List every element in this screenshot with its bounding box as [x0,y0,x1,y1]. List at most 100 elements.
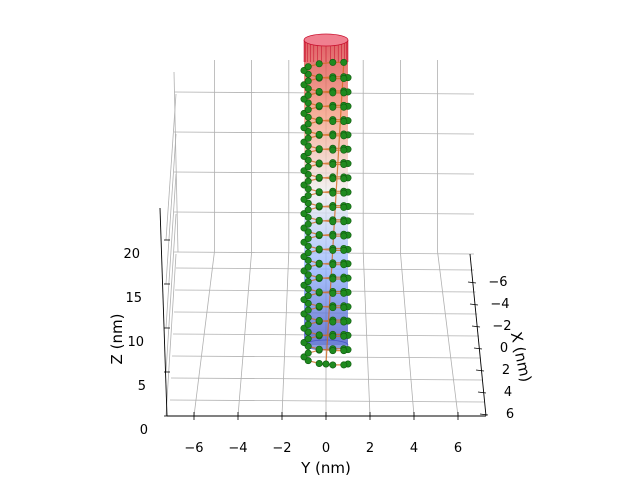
helix-point [315,345,323,353]
helix-point [340,175,348,183]
helix-point [304,206,312,214]
helix-point [304,120,312,128]
helix-point [304,91,312,99]
x-tick-label: 2 [502,363,510,378]
z-tick-label: 5 [138,379,146,394]
helix-point [304,106,312,114]
helix-points [300,58,352,369]
x-axis-label: X (nm) [507,330,535,384]
floor-gridline-x [169,399,485,403]
left-wall-gridline [165,173,177,329]
z-tick-label: 10 [127,335,144,350]
helix-point [329,75,337,83]
helix-point [340,261,348,269]
helix-point [329,289,337,297]
x-axis-ticks: −6 −4 −2 0 2 4 6 [467,275,514,422]
helix-point [329,361,337,369]
helix-point [329,246,337,254]
x-tick-mark [477,391,487,394]
floor-gridline-y [400,251,415,417]
helix-point [329,160,337,168]
helix-point [340,58,348,66]
x-tick-label: −4 [490,297,509,312]
helix-point [329,203,337,211]
z-axis-ticks: 0 5 10 15 20 [123,239,170,438]
x-tick-label: 0 [500,341,508,356]
helix-point [304,263,312,271]
helix-point [304,77,312,85]
helix-point [340,361,348,369]
floor-gridline-y [437,251,459,417]
z-tick-label: 0 [140,423,148,438]
y-axis-label: Y (nm) [300,459,351,477]
helix-point [315,274,323,282]
helix-point [315,302,323,310]
helix-point [329,275,337,283]
helix-point [304,134,312,142]
helix-point [315,245,323,253]
helix-point [329,118,337,126]
floor-gridline-y [237,251,252,417]
helix-point [315,188,323,196]
x-tick-mark [475,369,485,372]
helix-point [329,232,337,240]
helix-point [340,203,348,211]
helix-point [329,89,337,97]
helix-point [329,218,337,226]
helix-point [340,89,348,97]
helix-point [340,189,348,197]
helix-point [329,304,337,312]
z-axis-label: Z (nm) [108,314,126,365]
helix-point [340,304,348,312]
helix-point [315,116,323,124]
helix-point [304,149,312,157]
axes [159,207,487,417]
x-tick-mark [479,413,489,416]
helix-point [315,216,323,224]
y-tick-label: 6 [454,441,462,456]
z-tick-label: 15 [125,291,142,306]
x-axis-line [469,253,487,417]
helix-point [329,132,337,140]
x-tick-mark [467,281,477,284]
helix-point [304,349,312,357]
x-tick-label: −2 [492,319,511,334]
helix-point [304,277,312,285]
left-wall-gridline [165,253,177,417]
x-tick-label: 4 [504,385,512,400]
helix-point [315,331,323,339]
helix-point [340,103,348,111]
helix-point [340,232,348,240]
left-wall-gridline [165,93,177,241]
helix-point [329,103,337,111]
helix-point [329,175,337,183]
helix-point [340,246,348,254]
floor-gridline-x [170,377,483,381]
helix-point [340,132,348,140]
helix-point [329,189,337,197]
z-axis-line [159,207,168,417]
helix-point [304,235,312,243]
left-pane-edge [173,71,179,253]
helix-point [329,58,337,66]
helix-point [315,130,323,138]
helix-point [315,231,323,239]
helix-point [315,87,323,95]
y-tick-label: 4 [410,441,418,456]
y-tick-label: −2 [272,441,291,456]
helix-point [304,335,312,343]
helix-point [315,102,323,110]
helix-point [340,75,348,83]
x-tick-mark [471,325,481,328]
helix-point [340,275,348,283]
helix-point [315,259,323,267]
helix-point [329,261,337,269]
helix-point [322,360,330,368]
helix-point [340,347,348,355]
helix-point [304,163,312,171]
helix-point [315,159,323,167]
helix-point [304,306,312,314]
y-tick-label: 0 [322,441,330,456]
